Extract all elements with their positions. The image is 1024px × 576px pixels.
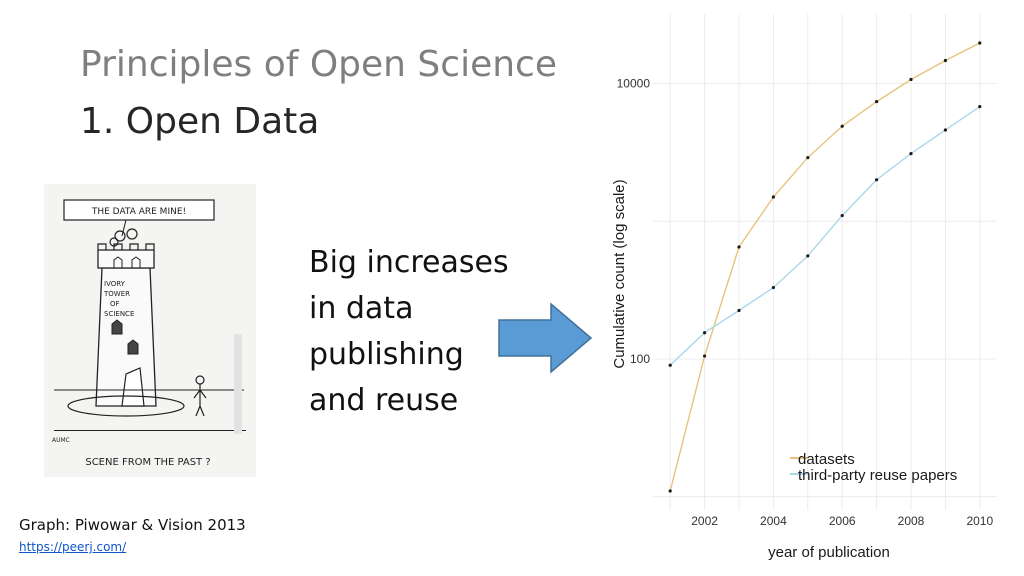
figure-head-2 xyxy=(126,228,138,240)
data-point xyxy=(703,354,707,358)
tower-lower-windows xyxy=(111,319,139,355)
ivory-tower-cartoon: THE DATA ARE MINE! IVORY TOWER OF SCIENC… xyxy=(44,184,256,477)
body-text: Big increases in data publishing and reu… xyxy=(309,240,529,424)
slide-title: Principles of Open Science xyxy=(80,44,557,85)
speech-pointer xyxy=(121,219,127,237)
chart-legend: datasets third-party reuse papers xyxy=(790,451,957,484)
data-point xyxy=(668,489,672,493)
y-tick-label: 10000 xyxy=(617,77,651,91)
series-line-1 xyxy=(669,106,981,366)
line-chart: 2002 2004 2006 2008 2010 100 10000 Cumulative … xyxy=(611,14,997,561)
data-point xyxy=(806,155,810,160)
data-point xyxy=(771,285,775,290)
x-tick-label: 2008 xyxy=(898,514,925,528)
tick-labels: 2002 2004 2006 2008 2010 100 10000 xyxy=(617,77,994,528)
data-point xyxy=(806,254,810,258)
data-point xyxy=(909,151,913,156)
legend-label-datasets: datasets xyxy=(798,451,855,468)
data-point xyxy=(875,178,879,182)
moat xyxy=(67,395,185,417)
data-point xyxy=(978,105,982,109)
body-line-4: and reuse xyxy=(309,383,459,418)
figure-head-1 xyxy=(114,230,126,242)
figure-head-3 xyxy=(109,237,119,247)
cc-license-badge xyxy=(234,334,242,434)
body-line-1: Big increases xyxy=(309,245,509,280)
source-link[interactable]: https://peerj.com/ xyxy=(19,540,127,554)
x-tick-label: 2006 xyxy=(829,514,856,528)
person-body xyxy=(193,384,207,417)
data-point xyxy=(875,99,879,104)
plot-panel xyxy=(653,14,997,510)
y-tick-label: 100 xyxy=(630,352,650,366)
cartoon-signature: AUMC xyxy=(52,437,70,444)
data-point xyxy=(943,128,947,132)
data-point xyxy=(840,213,844,218)
tower-label-line3: OF xyxy=(110,300,120,308)
x-tick-label: 2002 xyxy=(691,514,718,528)
panel-bottom-rule xyxy=(54,430,246,431)
right-arrow-icon xyxy=(498,302,593,374)
tower-label-line2: TOWER xyxy=(103,290,130,298)
y-axis-label: Cumulative count (log scale) xyxy=(611,179,628,368)
graph-credit: Graph: Piwowar & Vision 2013 xyxy=(19,516,246,534)
speech-banner-text: THE DATA ARE MINE! xyxy=(91,207,186,217)
data-point xyxy=(668,363,672,367)
legend-label-reuse: third-party reuse papers xyxy=(798,467,957,484)
x-tick-label: 2004 xyxy=(760,514,787,528)
body-line-3: publishing xyxy=(309,337,464,372)
data-point xyxy=(771,195,775,199)
grid-lines xyxy=(653,14,997,510)
x-tick-label: 2010 xyxy=(966,514,993,528)
speech-banner xyxy=(63,199,215,221)
tower-label-line1: IVORY xyxy=(104,280,126,288)
series-layer xyxy=(668,41,982,493)
tower-label-line4: SCIENCE xyxy=(104,310,134,318)
body-line-2: in data xyxy=(309,291,414,326)
x-axis-label: year of publication xyxy=(768,544,890,561)
slide-subtitle: 1. Open Data xyxy=(80,101,320,142)
data-point xyxy=(978,41,982,45)
tower-top xyxy=(97,249,155,269)
series-line-0 xyxy=(669,42,981,492)
data-point xyxy=(703,331,707,335)
data-point xyxy=(737,308,741,313)
tower-windows xyxy=(113,256,141,268)
data-point xyxy=(737,245,741,249)
data-point xyxy=(840,124,844,128)
data-point xyxy=(943,58,947,63)
cartoon-bottom-caption: SCENE FROM THE PAST ? xyxy=(85,457,210,468)
data-point xyxy=(909,77,913,82)
arrow-shape xyxy=(498,302,593,374)
